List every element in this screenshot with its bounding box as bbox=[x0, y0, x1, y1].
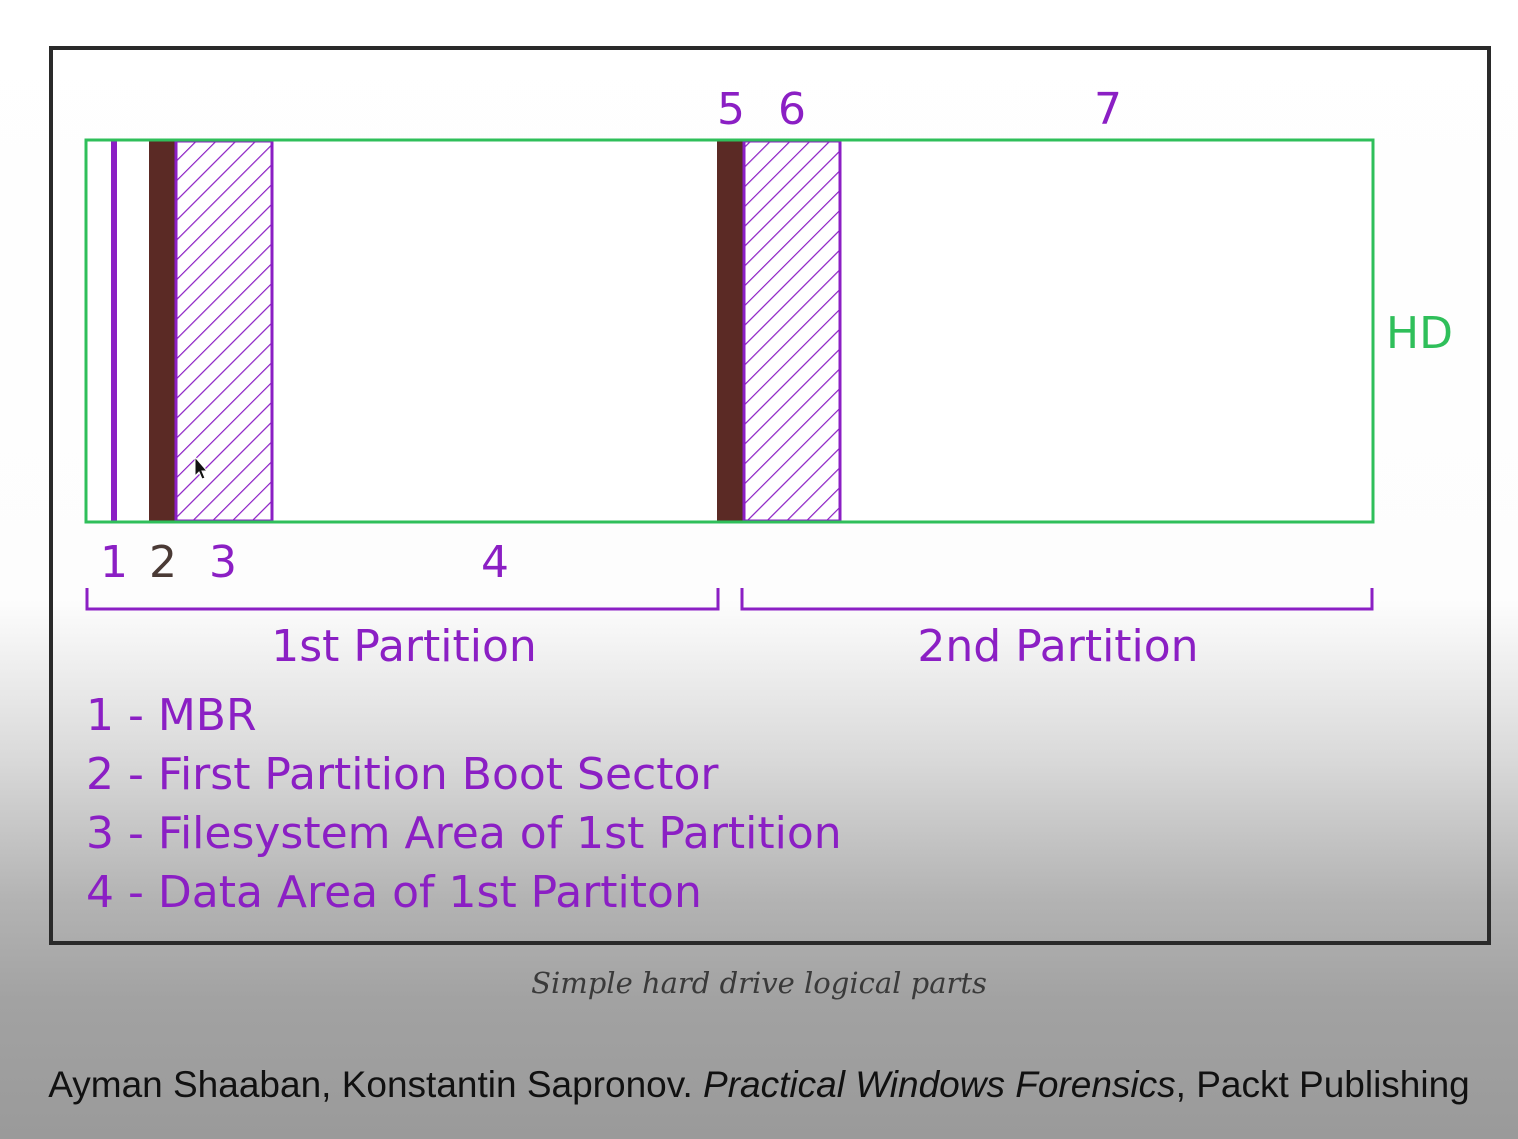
diagram-frame bbox=[49, 46, 1491, 945]
label-2: 2 bbox=[149, 537, 177, 588]
legend-item: 4 - Data Area of 1st Partiton bbox=[86, 867, 702, 918]
citation: Ayman Shaaban, Konstantin Sapronov. Prac… bbox=[0, 1064, 1518, 1106]
label-1: 1 bbox=[100, 537, 128, 588]
cursor-icon bbox=[194, 455, 209, 480]
partition-1-bracket bbox=[85, 588, 720, 611]
label-6: 6 bbox=[778, 84, 806, 135]
citation-authors: Ayman Shaaban, Konstantin Sapronov. bbox=[48, 1064, 693, 1105]
partition-2-bracket bbox=[740, 588, 1374, 611]
legend-item: 3 - Filesystem Area of 1st Partition bbox=[86, 808, 842, 859]
filesystem-area-1 bbox=[174, 139, 274, 523]
legend: 1 - MBR 2 - First Partition Boot Sector … bbox=[86, 686, 842, 922]
label-4: 4 bbox=[481, 537, 509, 588]
figure-caption: Simple hard drive logical parts bbox=[531, 966, 987, 1000]
boot-sector-1 bbox=[149, 141, 176, 521]
partition-2-label: 2nd Partition bbox=[917, 621, 1198, 672]
boot-sector-2 bbox=[717, 141, 744, 521]
legend-item: 1 - MBR bbox=[86, 690, 257, 741]
filesystem-area-2 bbox=[742, 139, 842, 523]
partition-1-label: 1st Partition bbox=[271, 621, 537, 672]
mbr-line bbox=[111, 141, 117, 521]
citation-publisher: , Packt Publishing bbox=[1175, 1064, 1470, 1105]
citation-title: Practical Windows Forensics bbox=[703, 1064, 1176, 1105]
legend-item: 2 - First Partition Boot Sector bbox=[86, 749, 719, 800]
label-3: 3 bbox=[209, 537, 237, 588]
label-5: 5 bbox=[717, 84, 745, 135]
hd-label: HD bbox=[1386, 308, 1453, 359]
label-7: 7 bbox=[1094, 84, 1122, 135]
